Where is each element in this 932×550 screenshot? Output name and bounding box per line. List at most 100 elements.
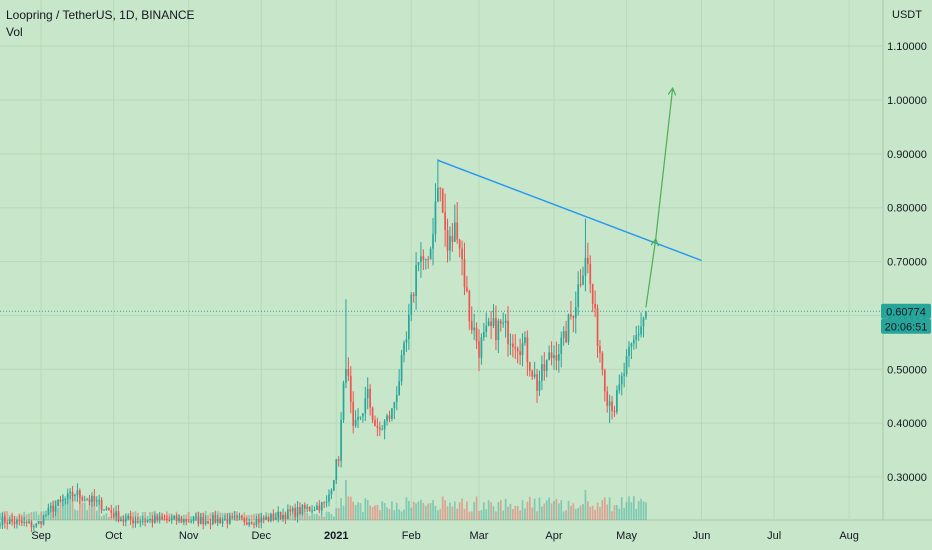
chart-legend: Loopring / TetherUS, 1D, BINANCE Vol: [6, 7, 195, 41]
volume-bar: [582, 503, 584, 520]
volume-bar: [502, 510, 505, 520]
projection-arrow[interactable]: [645, 240, 656, 308]
volume-bar: [463, 508, 466, 520]
volume-bar: [478, 511, 480, 520]
candle-body: [332, 479, 335, 491]
candle-body: [407, 314, 410, 340]
candle-body: [190, 521, 192, 523]
candle-body: [456, 222, 459, 240]
volume-bar: [596, 502, 599, 520]
annotation-layer[interactable]: [437, 89, 702, 308]
volume-bar: [301, 512, 304, 520]
candle-body: [410, 294, 413, 315]
candle-body: [141, 520, 144, 522]
volume-bar: [364, 498, 367, 520]
volume-bar: [458, 502, 461, 520]
volume-bar: [579, 505, 582, 520]
projection-arrow[interactable]: [655, 89, 673, 241]
candle-body: [594, 303, 596, 309]
candle-body: [603, 370, 606, 392]
volume-bar: [88, 497, 91, 520]
candle-body: [214, 515, 217, 523]
candle-body: [591, 284, 594, 304]
volume-bar: [243, 512, 246, 520]
volume-bar: [424, 505, 427, 520]
volume-bar: [512, 509, 514, 520]
candle-body: [526, 337, 529, 363]
candle-body: [567, 314, 570, 343]
volume-bar: [449, 502, 451, 520]
volume-bar: [482, 502, 485, 520]
volume-bar: [516, 506, 519, 520]
volume-bar: [30, 512, 33, 520]
volume-bar: [640, 498, 642, 520]
time-tick-label: Nov: [179, 530, 199, 542]
candle-body: [294, 508, 296, 517]
candle-body: [81, 497, 84, 501]
candle-body: [347, 368, 350, 376]
candle-body: [444, 212, 446, 230]
candle-body: [209, 523, 212, 525]
candle-body: [550, 352, 553, 359]
candle-body: [579, 284, 582, 286]
candle-body: [78, 490, 81, 498]
candle-body: [570, 314, 572, 317]
volume-bar: [439, 508, 442, 520]
candle-body: [538, 380, 541, 391]
candle-body: [403, 342, 405, 356]
candle-body: [18, 520, 21, 522]
candle-body: [185, 519, 188, 522]
candle-body: [224, 519, 226, 521]
candle-body: [170, 518, 173, 521]
candle-body: [306, 506, 309, 509]
candle-body: [139, 521, 142, 523]
price-tick-label: 1.00000: [887, 95, 927, 107]
volume-indicator-label[interactable]: Vol: [6, 25, 23, 39]
candle-body: [608, 401, 611, 406]
candle-body: [599, 346, 601, 353]
volume-bar: [422, 503, 425, 520]
volume-bar: [613, 505, 616, 520]
volume-bar: [475, 496, 478, 520]
candle-body: [514, 347, 517, 349]
time-tick-label: Sep: [31, 530, 51, 542]
candle-body: [175, 515, 178, 522]
volume-bar: [323, 516, 326, 520]
candle-body: [623, 373, 625, 376]
volume-bar: [299, 511, 301, 520]
volume-bar: [359, 503, 362, 520]
candle-body: [574, 307, 577, 318]
candle-body: [20, 520, 23, 523]
volume-bar: [134, 511, 137, 520]
volume-bar: [531, 507, 534, 520]
axis-layer: 1.100001.000000.900000.800000.700000.600…: [31, 41, 927, 542]
time-tick-label: Feb: [402, 530, 421, 542]
volume-bar: [400, 511, 403, 520]
time-tick-label: Jun: [693, 530, 711, 542]
volume-bar: [45, 516, 47, 520]
volume-bar: [485, 509, 488, 520]
volume-bar: [37, 514, 40, 520]
volume-bar: [599, 506, 601, 520]
candle-body: [253, 524, 255, 526]
candle-body: [645, 311, 647, 318]
candle-body: [100, 499, 103, 511]
candle-body: [509, 343, 512, 345]
candle-body: [437, 187, 439, 202]
candle-body: [369, 388, 371, 408]
candle-body: [613, 411, 616, 413]
candle-body: [30, 521, 33, 528]
candle-body: [354, 419, 357, 426]
candle-body: [541, 364, 543, 381]
volume-bar: [441, 496, 444, 520]
candle-body: [1, 516, 4, 525]
volume-bar: [565, 510, 567, 520]
volume-bar: [487, 500, 490, 520]
candle-body: [328, 494, 330, 502]
candle-body: [420, 256, 422, 263]
volume-bar: [514, 506, 517, 520]
candle-body: [412, 294, 415, 296]
symbol-title[interactable]: Loopring / TetherUS, 1D, BINANCE: [6, 8, 195, 22]
volume-bar: [594, 509, 596, 520]
